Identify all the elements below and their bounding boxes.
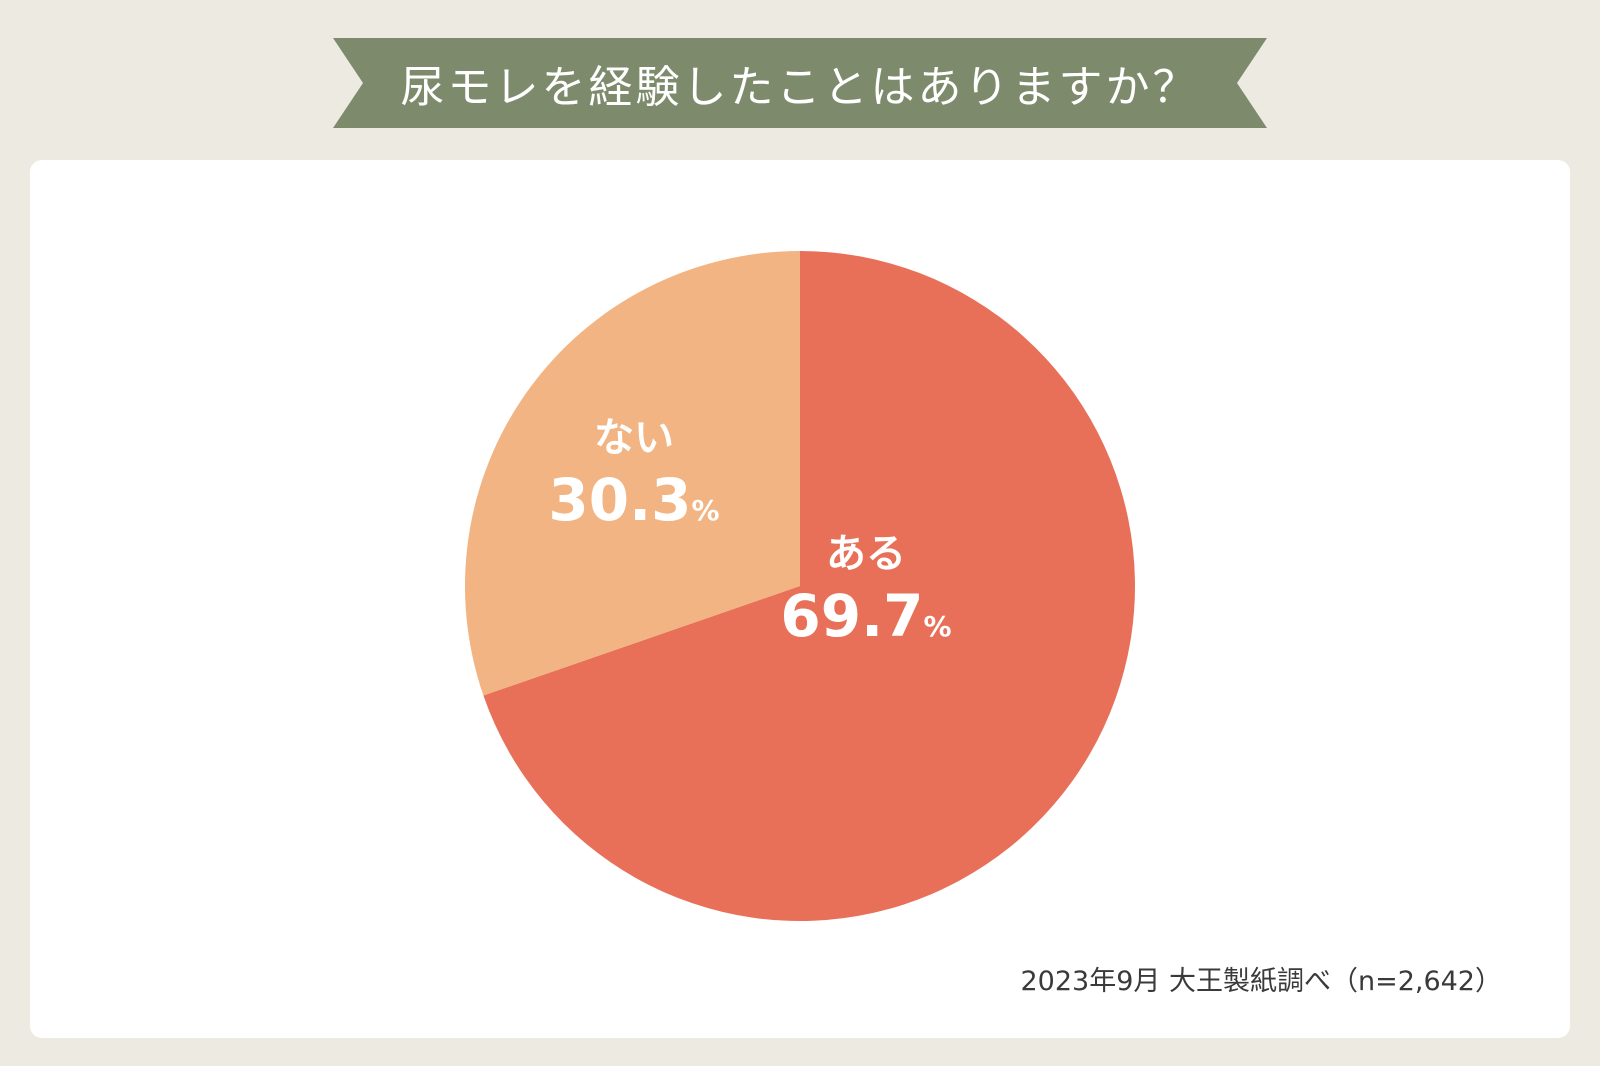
slice-label-nai: ない 30.3% — [514, 412, 754, 547]
slice-name-aru: ある — [826, 531, 906, 577]
slice-label-aru: ある 69.7% — [746, 528, 986, 663]
banner-ribbon-shape — [333, 38, 1267, 128]
chart-card: ある 69.7% ない 30.3% 2023年9月 大王製紙調べ（n=2,642… — [30, 160, 1570, 1038]
slice-name-nai: ない — [594, 415, 674, 461]
pie-slice-aru — [483, 251, 1135, 921]
slice-value-aru: 69.7% — [780, 582, 952, 650]
title-banner: 尿モレを経験したことはありますか？ — [333, 38, 1267, 128]
slice-value-nai: 30.3% — [548, 466, 720, 534]
chart-title: 尿モレを経験したことはありますか？ — [400, 62, 1200, 113]
pie-slice-nai — [465, 251, 800, 696]
source-note: 2023年9月 大王製紙調べ（n=2,642） — [1020, 966, 1502, 997]
pie-chart — [465, 251, 1135, 921]
